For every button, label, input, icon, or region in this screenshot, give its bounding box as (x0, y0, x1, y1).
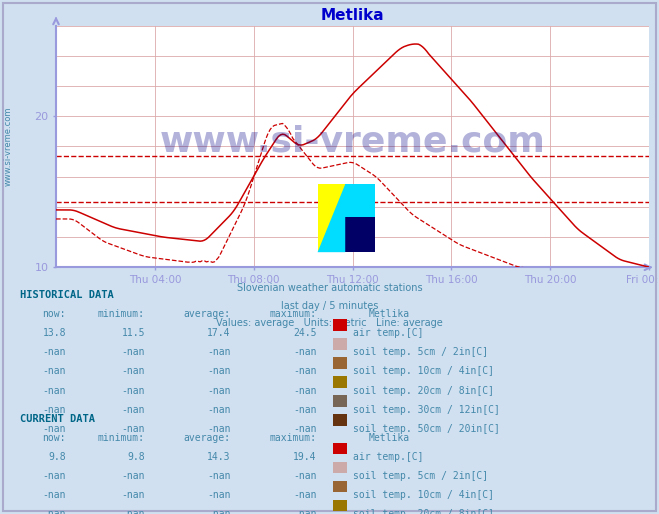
Text: soil temp. 20cm / 8in[C]: soil temp. 20cm / 8in[C] (353, 509, 494, 514)
Text: -nan: -nan (121, 424, 145, 433)
Text: -nan: -nan (207, 509, 231, 514)
Text: minimum:: minimum: (98, 309, 145, 319)
Text: -nan: -nan (207, 405, 231, 414)
Text: -nan: -nan (293, 405, 316, 414)
Text: maximum:: maximum: (270, 309, 316, 319)
Text: 24.5: 24.5 (293, 328, 316, 338)
Text: -nan: -nan (293, 366, 316, 376)
Text: soil temp. 30cm / 12in[C]: soil temp. 30cm / 12in[C] (353, 405, 500, 414)
Text: Metlika: Metlika (369, 309, 410, 319)
Text: average:: average: (184, 433, 231, 443)
Text: 9.8: 9.8 (127, 452, 145, 462)
Text: -nan: -nan (121, 490, 145, 500)
Text: soil temp. 50cm / 20in[C]: soil temp. 50cm / 20in[C] (353, 424, 500, 433)
Bar (345, 217, 375, 252)
Text: -nan: -nan (293, 509, 316, 514)
Text: maximum:: maximum: (270, 433, 316, 443)
Text: www.si-vreme.com: www.si-vreme.com (159, 125, 546, 159)
Text: minimum:: minimum: (98, 433, 145, 443)
Text: 19.4: 19.4 (293, 452, 316, 462)
Text: 13.8: 13.8 (42, 328, 66, 338)
Polygon shape (318, 184, 345, 252)
Text: -nan: -nan (207, 366, 231, 376)
Text: Slovenian weather automatic stations: Slovenian weather automatic stations (237, 283, 422, 292)
Text: soil temp. 20cm / 8in[C]: soil temp. 20cm / 8in[C] (353, 386, 494, 395)
Text: -nan: -nan (293, 347, 316, 357)
Text: www.si-vreme.com: www.si-vreme.com (3, 107, 13, 186)
Text: average:: average: (184, 309, 231, 319)
Text: -nan: -nan (42, 490, 66, 500)
Text: -nan: -nan (42, 471, 66, 481)
Text: -nan: -nan (121, 366, 145, 376)
Text: soil temp. 10cm / 4in[C]: soil temp. 10cm / 4in[C] (353, 366, 494, 376)
Text: air temp.[C]: air temp.[C] (353, 328, 423, 338)
Text: soil temp. 5cm / 2in[C]: soil temp. 5cm / 2in[C] (353, 347, 488, 357)
Text: -nan: -nan (207, 490, 231, 500)
Bar (318, 184, 345, 252)
Text: -nan: -nan (121, 347, 145, 357)
Text: 17.4: 17.4 (207, 328, 231, 338)
Text: -nan: -nan (207, 386, 231, 395)
Text: last day / 5 minutes: last day / 5 minutes (281, 301, 378, 310)
Text: -nan: -nan (293, 490, 316, 500)
Text: 11.5: 11.5 (121, 328, 145, 338)
Text: -nan: -nan (293, 424, 316, 433)
Text: Values: average   Units: metric   Line: average: Values: average Units: metric Line: aver… (216, 318, 443, 327)
Text: soil temp. 10cm / 4in[C]: soil temp. 10cm / 4in[C] (353, 490, 494, 500)
Text: CURRENT DATA: CURRENT DATA (20, 414, 95, 424)
Text: -nan: -nan (121, 509, 145, 514)
Text: -nan: -nan (121, 405, 145, 414)
Text: 14.3: 14.3 (207, 452, 231, 462)
Text: -nan: -nan (121, 386, 145, 395)
Text: -nan: -nan (207, 424, 231, 433)
Text: -nan: -nan (207, 471, 231, 481)
Text: -nan: -nan (121, 471, 145, 481)
Text: -nan: -nan (293, 386, 316, 395)
Text: 9.8: 9.8 (48, 452, 66, 462)
Text: HISTORICAL DATA: HISTORICAL DATA (20, 290, 113, 300)
Text: -nan: -nan (42, 386, 66, 395)
Text: air temp.[C]: air temp.[C] (353, 452, 423, 462)
Title: Metlika: Metlika (321, 8, 384, 23)
Text: -nan: -nan (207, 347, 231, 357)
Bar (345, 184, 375, 252)
Text: -nan: -nan (42, 509, 66, 514)
Text: -nan: -nan (42, 347, 66, 357)
Text: -nan: -nan (293, 471, 316, 481)
Text: now:: now: (42, 309, 66, 319)
Text: -nan: -nan (42, 405, 66, 414)
Text: -nan: -nan (42, 424, 66, 433)
Text: soil temp. 5cm / 2in[C]: soil temp. 5cm / 2in[C] (353, 471, 488, 481)
Text: now:: now: (42, 433, 66, 443)
Text: Metlika: Metlika (369, 433, 410, 443)
Text: -nan: -nan (42, 366, 66, 376)
